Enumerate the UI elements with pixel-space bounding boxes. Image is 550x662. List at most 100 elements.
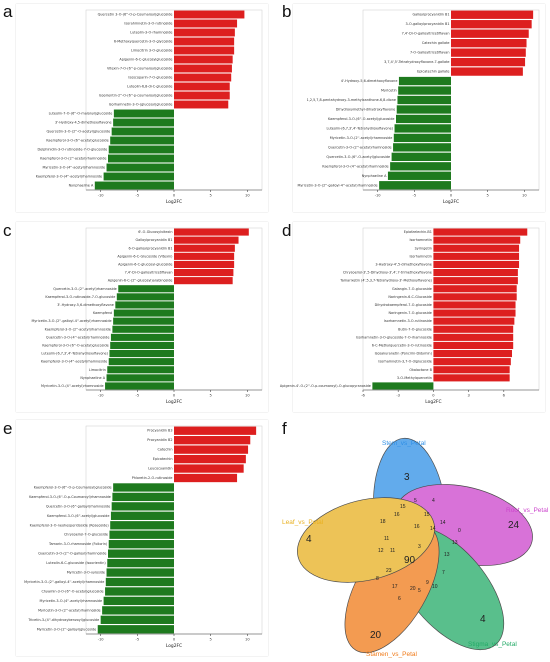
- bar: [108, 358, 174, 366]
- category-label: 3,7,4',5'-Tetrahydroxyflavone-7-gallate: [384, 60, 449, 64]
- category-label: Myricetin-3-O-(2''-galloyl-4''-acetyl)rh…: [24, 580, 104, 584]
- x-axis-label: Log2FC: [425, 399, 441, 405]
- bar: [174, 19, 238, 28]
- bar: [451, 38, 527, 48]
- category-label: Galloylprocyanidin B1: [135, 238, 172, 242]
- category-label: Myricetin-3-O-xyloside: [67, 571, 105, 575]
- category-label: Kaempferol-3-O-(2''-acetyl)rhamnoside: [40, 157, 106, 161]
- bar: [105, 577, 174, 587]
- category-label: Limocitrin: [89, 368, 106, 372]
- category-label: Vitexin-7-O-(6''-p-coumaroyl)glucoside: [107, 67, 173, 71]
- bar: [433, 358, 511, 366]
- category-label: Kaempferol-3-O-rutinoside-7-O-glucoside: [45, 295, 115, 299]
- category-label: Kaempferol-3-O-(6''-acetyl)glucoside: [46, 139, 108, 143]
- category-label: Kaempferol-3-O-(4''-acetyl)rhamnoside: [36, 175, 102, 179]
- bar: [174, 464, 244, 473]
- venn-count: 4: [306, 534, 312, 545]
- category-label: Isoscoparin-7-O-glucoside: [128, 76, 172, 80]
- category-label: Apigenin-6-C-glucosylglucoside: [119, 58, 172, 62]
- bar: [111, 127, 174, 136]
- x-tick-label: -6: [361, 394, 365, 398]
- category-label: Quercetin 3-O-(6''-O-p-Coumaroyl)glucosi…: [98, 13, 173, 17]
- bar: [110, 511, 174, 520]
- plot-frame: [362, 227, 540, 391]
- venn-count: 4: [480, 614, 486, 625]
- bar: [387, 171, 451, 180]
- bar: [112, 492, 174, 502]
- category-label: Kaempferol-3-O-(4''-acetyl)rhamnoside: [41, 360, 107, 364]
- category-label: Okalactone B: [409, 368, 432, 372]
- category-label: Epicatechin gallate: [417, 70, 449, 74]
- category-label: Epiafzelechin-B1: [404, 230, 432, 234]
- bar: [110, 136, 174, 145]
- bar: [108, 540, 174, 549]
- category-label: Naringenin-6-C-Glucoside: [388, 295, 432, 299]
- bar: [174, 260, 235, 269]
- venn-count: 8: [376, 576, 379, 582]
- bar: [113, 483, 174, 492]
- bar: [433, 260, 520, 269]
- bar: [451, 48, 526, 57]
- bar: [105, 587, 174, 596]
- category-label: Myricetin: [381, 89, 397, 93]
- bar: [174, 100, 229, 109]
- chart-panel-d: Epiafzelechin-B1 Isorhamnetin Syringetin Is…: [280, 222, 545, 412]
- bar: [433, 366, 510, 374]
- venn-count: 20: [370, 630, 382, 641]
- venn-label-stem: Stem_vs_Petal: [382, 440, 426, 447]
- category-label: Isorhamnetin: [410, 254, 432, 258]
- x-axis-label: Log2FC: [166, 643, 182, 649]
- bar: [107, 366, 174, 374]
- bar: [108, 145, 174, 154]
- category-label: Myricetin-3-O-(4''-acetyl)rhamnoside: [40, 599, 103, 603]
- bar: [174, 64, 232, 73]
- x-tick-label: -5: [413, 194, 417, 198]
- venn-set-leaf: [297, 497, 435, 583]
- panel-letter-e: e: [3, 419, 13, 438]
- category-label: Kaempferol: [93, 311, 112, 315]
- bar: [174, 28, 235, 37]
- bar: [110, 521, 174, 530]
- category-label: Kaempferol-3-O-(6''-O-p-Coumaroyl)rhamno…: [29, 495, 111, 499]
- category-label: Luteolin-7-O-(6''-O-malonyl)glucoside: [49, 112, 113, 116]
- category-label: Luteolin-3-O-rhamnoside: [130, 31, 172, 35]
- category-label: Kaempferol-3-O-(6''-O-p-Coumaroyl)glucos…: [34, 485, 112, 489]
- bar: [116, 293, 174, 301]
- x-tick-label: 10: [245, 194, 250, 198]
- venn-count: 5: [418, 588, 421, 594]
- category-label: Kaempferol-3-O-(6''-O-acetyl)glucoside: [42, 343, 109, 347]
- x-tick-label: -5: [136, 194, 140, 198]
- venn-count: 10: [432, 584, 438, 590]
- bar: [390, 162, 451, 171]
- venn-count: 9: [426, 580, 429, 586]
- venn-count: 7: [442, 570, 445, 576]
- x-tick-label: 5: [210, 638, 212, 642]
- bar: [396, 114, 451, 124]
- plot-frame: [85, 227, 263, 391]
- x-tick-label: 5: [487, 194, 489, 198]
- bar: [451, 67, 523, 76]
- bar: [103, 172, 174, 181]
- bar: [174, 55, 233, 64]
- venn-count: 17: [392, 584, 398, 590]
- x-axis-label: Log2FC: [166, 399, 182, 405]
- bar: [174, 445, 249, 454]
- category-label: 6'-O-Glucosylvitexin: [138, 230, 172, 234]
- bar: [433, 277, 518, 285]
- category-label: Myricetin-3-O-(4''-acetyl)rhamnoside: [41, 384, 104, 388]
- venn-count: 3: [418, 544, 421, 550]
- x-tick-label: 0: [432, 394, 435, 398]
- category-label: Tamarin-3-O-rhamnoside (Foliorin): [48, 542, 108, 546]
- venn-count: 12: [378, 548, 384, 554]
- category-label: Apigenin-6-C-Glucoside (Vitexin): [117, 254, 173, 258]
- venn-count: 5: [414, 498, 417, 504]
- category-label: Kaempferol-3-O-(6''-acetyl)glucoside: [47, 514, 109, 518]
- bar: [113, 309, 174, 317]
- bar: [433, 268, 518, 277]
- x-tick-label: 10: [245, 638, 250, 642]
- category-label: Apigenin-4'-O-(2''-O-p-coumaroyl)-O-gluc…: [280, 384, 371, 388]
- bar: [433, 325, 514, 333]
- chart-panel-b: Galloylprocyanidin B1 3-O-galloylprocyani…: [293, 4, 545, 212]
- x-tick-label: -10: [375, 194, 382, 198]
- category-label: Myricetin-3-O-(2''-galloyl-4''-acetyl)rh…: [31, 319, 111, 323]
